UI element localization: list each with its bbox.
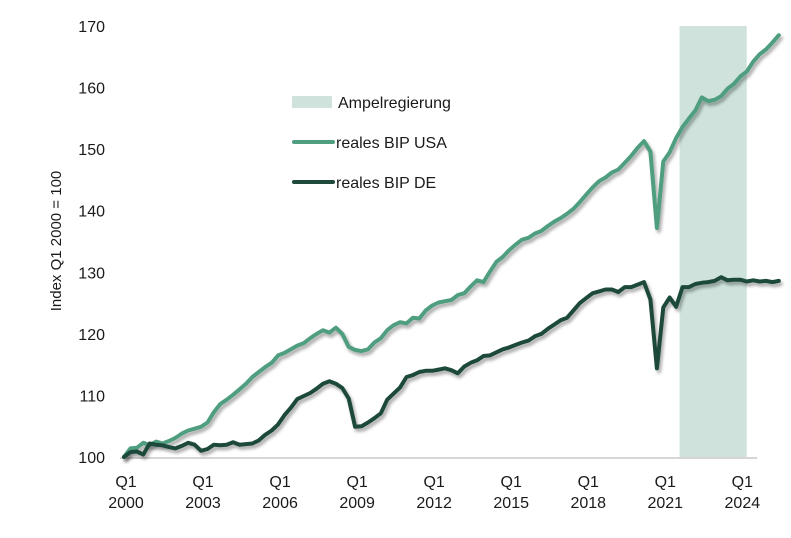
y-axis-label: Index Q1 2000 = 100 (48, 171, 65, 312)
x-tick-label-year: 2006 (262, 495, 298, 512)
legend-label-usa: reales BIP USA (336, 135, 447, 152)
y-tick-label: 140 (78, 204, 105, 221)
y-tick-label: 130 (78, 265, 105, 282)
x-tick-label-quarter: Q1 (269, 474, 290, 491)
series-layer (122, 33, 781, 459)
y-tick-label: 110 (79, 388, 105, 405)
legend: Ampelregierung reales BIP USA reales BIP… (292, 95, 451, 192)
shaded-region-layer (679, 26, 747, 457)
shaded-region-ampelregierung (679, 26, 747, 457)
x-tick-label-quarter: Q1 (732, 474, 753, 491)
y-tick-label: 150 (78, 142, 105, 159)
legend-label-de: reales BIP DE (336, 175, 436, 192)
y-tick-label: 160 (78, 81, 105, 98)
x-tick-label-quarter: Q1 (655, 474, 676, 491)
y-tick-label: 170 (78, 19, 105, 36)
x-tick-label-year: 2012 (416, 495, 452, 512)
legend-label-shaded-region: Ampelregierung (338, 95, 451, 112)
x-tick-label-year: 2009 (339, 495, 375, 512)
y-tick-label: 120 (78, 327, 105, 344)
x-tick-label-quarter: Q1 (578, 474, 599, 491)
y-tick-label: 100 (78, 450, 105, 467)
x-tick-label-quarter: Q1 (192, 474, 213, 491)
x-tick-label-year: 2003 (185, 495, 221, 512)
x-tick-label-quarter: Q1 (501, 474, 522, 491)
x-tick-label-quarter: Q1 (423, 474, 444, 491)
x-tick-label-year: 2024 (725, 495, 761, 512)
y-tick-labels: 100 110 120 130 140 150 160 170 (78, 19, 105, 467)
x-tick-label-quarter: Q1 (346, 474, 367, 491)
x-tick-label-year: 2000 (108, 495, 144, 512)
legend-swatch-shaded-region (292, 96, 332, 108)
x-tick-label-year: 2018 (570, 495, 606, 512)
x-tick-labels: Q1 2000 Q1 2003 Q1 2006 Q1 2009 Q1 2012 Q1 2015 Q1 20… (108, 474, 760, 512)
x-tick-label-year: 2021 (647, 495, 683, 512)
x-tick-label-year: 2015 (493, 495, 529, 512)
x-tick-label-quarter: Q1 (115, 474, 136, 491)
